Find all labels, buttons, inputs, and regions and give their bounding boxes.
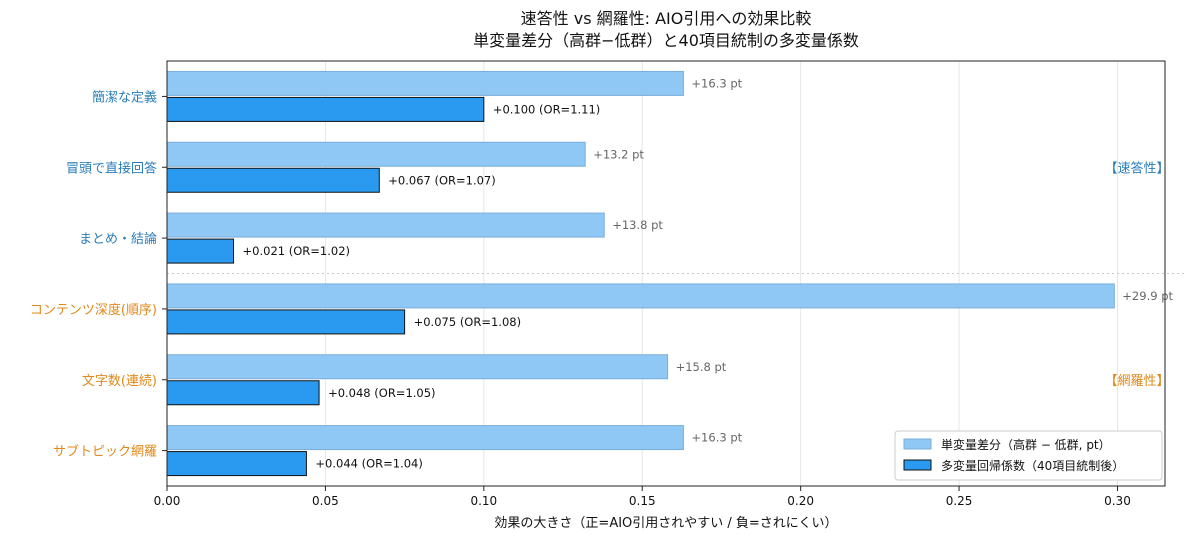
category-label: 冒頭で直接回答 (66, 160, 157, 176)
bar-multivariate (166, 167, 380, 193)
chart-title: 速答性 vs 網羅性: AIO引用への効果比較 (521, 9, 812, 28)
legend-swatch-multivariate (903, 459, 932, 471)
legend-label-univariate: 単変量差分（高群 − 低群, pt） (941, 437, 1111, 452)
data-label-multivariate: +0.075 (OR=1.08) (414, 315, 521, 329)
data-label-multivariate: +0.021 (OR=1.02) (243, 244, 350, 258)
legend-label-multivariate: 多変量回帰係数（40項目統制後） (941, 458, 1124, 473)
bar-univariate (166, 141, 586, 167)
category-label: まとめ・結論 (79, 231, 157, 247)
data-label-univariate: +13.8 pt (612, 218, 663, 232)
group-label-coverage: 【網羅性】 (1104, 374, 1169, 389)
category-label: サブトピック網羅 (53, 444, 157, 460)
bar-multivariate (166, 96, 485, 122)
data-label-multivariate: +0.067 (OR=1.07) (388, 173, 495, 187)
data-label-univariate: +16.3 pt (691, 431, 742, 445)
data-label-univariate: +15.8 pt (676, 360, 727, 374)
chart-subtitle: 単変量差分（高群−低群）と40項目統制の多変量係数 (473, 31, 859, 50)
bar-univariate (166, 354, 669, 380)
category-label: コンテンツ深度(順序) (30, 302, 157, 318)
group-label-speed: 【速答性】 (1104, 160, 1169, 176)
data-label-univariate: +29.9 pt (1122, 289, 1173, 303)
category-label: 簡潔な定義 (92, 89, 157, 105)
x-tick-label: 0.25 (946, 494, 973, 508)
data-label-univariate: +16.3 pt (691, 76, 742, 90)
data-label-multivariate: +0.048 (OR=1.05) (328, 386, 435, 400)
x-axis-label: 効果の大きさ（正=AIO引用されやすい / 負=されにくい） (494, 516, 837, 531)
x-tick-label: 0.05 (312, 494, 339, 508)
data-label-multivariate: +0.100 (OR=1.11) (493, 102, 600, 116)
group-labels: 【速答性】【網羅性】 (1104, 160, 1169, 389)
bar-univariate (166, 70, 684, 96)
plot-frame (166, 60, 1166, 487)
category-label: 文字数(連続) (82, 374, 157, 389)
x-tick-label: 0.15 (629, 494, 656, 508)
bar-multivariate (166, 451, 307, 477)
x-tick-label: 0.30 (1104, 494, 1131, 508)
x-tick-label: 0.20 (787, 494, 814, 508)
data-label-univariate: +13.2 pt (593, 147, 644, 161)
x-axis: 0.00 0.05 0.10 0.15 0.20 0.25 0.30 (154, 486, 1131, 508)
bar-univariate (166, 283, 1115, 309)
data-label-multivariate: +0.044 (OR=1.04) (315, 457, 422, 471)
legend-swatch-univariate (903, 438, 932, 450)
bar-layer (166, 70, 1115, 477)
bar-multivariate (166, 380, 320, 406)
bar-multivariate (166, 238, 235, 264)
bar-univariate (166, 425, 684, 451)
legend-frame (894, 430, 1163, 481)
legend: 単変量差分（高群 − 低群, pt） 多変量回帰係数（40項目統制後） (894, 430, 1163, 481)
label-layer: +16.3 pt +0.100 (OR=1.11) +13.2 pt +0.067 (… (243, 76, 1174, 470)
bar-univariate (166, 212, 605, 238)
bar-multivariate (166, 309, 406, 335)
x-tick-label: 0.00 (154, 494, 181, 508)
x-tick-label: 0.10 (470, 494, 497, 508)
